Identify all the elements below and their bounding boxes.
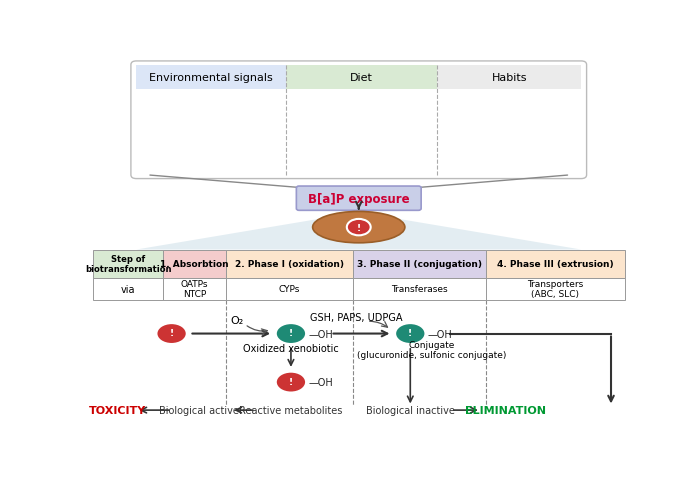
Text: Diet: Diet bbox=[350, 73, 373, 83]
Circle shape bbox=[346, 219, 371, 236]
Text: —OH: —OH bbox=[308, 329, 333, 339]
Text: Transferases: Transferases bbox=[391, 285, 448, 294]
Circle shape bbox=[276, 372, 306, 393]
FancyBboxPatch shape bbox=[296, 187, 421, 211]
Bar bbox=[354, 278, 486, 300]
Text: O₂: O₂ bbox=[230, 316, 244, 326]
Text: 3. Phase II (conjugation): 3. Phase II (conjugation) bbox=[357, 259, 482, 269]
Bar bbox=[163, 250, 226, 278]
Text: 1. Absorbtion: 1. Absorbtion bbox=[160, 259, 229, 269]
Text: !: ! bbox=[408, 329, 412, 338]
Bar bbox=[286, 65, 438, 90]
Text: OATPs
NTCP: OATPs NTCP bbox=[181, 279, 209, 299]
Text: GSH, PAPS, UDPGA: GSH, PAPS, UDPGA bbox=[310, 312, 402, 322]
Text: Transporters
(ABC, SLC): Transporters (ABC, SLC) bbox=[527, 279, 584, 299]
Circle shape bbox=[156, 323, 187, 344]
Circle shape bbox=[276, 323, 306, 344]
FancyBboxPatch shape bbox=[131, 62, 587, 179]
Text: !: ! bbox=[289, 377, 293, 386]
Bar bbox=[93, 278, 163, 300]
Bar bbox=[136, 65, 286, 90]
Bar bbox=[93, 250, 163, 278]
Text: Conjugate
(glucuronide, sulfonic conjugate): Conjugate (glucuronide, sulfonic conjuga… bbox=[357, 340, 507, 359]
Text: !: ! bbox=[357, 223, 360, 232]
Bar bbox=[163, 278, 226, 300]
Text: !: ! bbox=[169, 329, 174, 338]
Text: Biological inactive: Biological inactive bbox=[366, 405, 455, 415]
Text: via: via bbox=[121, 284, 135, 294]
Text: Reactive metabolites: Reactive metabolites bbox=[239, 405, 342, 415]
Bar bbox=[354, 250, 486, 278]
Ellipse shape bbox=[313, 212, 405, 243]
Bar bbox=[438, 65, 581, 90]
Text: !: ! bbox=[289, 329, 293, 338]
Text: 4. Phase III (extrusion): 4. Phase III (extrusion) bbox=[497, 259, 614, 269]
Bar bbox=[486, 278, 624, 300]
Text: TOXICITY: TOXICITY bbox=[89, 405, 146, 415]
Text: —OH: —OH bbox=[428, 329, 452, 339]
Circle shape bbox=[395, 323, 426, 344]
Text: Environmental signals: Environmental signals bbox=[149, 73, 273, 83]
Bar bbox=[486, 250, 624, 278]
Text: Habits: Habits bbox=[491, 73, 527, 83]
Text: Step of
biotransformation: Step of biotransformation bbox=[85, 254, 172, 273]
Bar bbox=[226, 250, 354, 278]
Text: 2. Phase I (oxidation): 2. Phase I (oxidation) bbox=[235, 259, 344, 269]
Bar bbox=[226, 278, 354, 300]
Text: Biological active: Biological active bbox=[159, 405, 239, 415]
Text: ELIMINATION: ELIMINATION bbox=[465, 405, 546, 415]
Text: CYPs: CYPs bbox=[279, 285, 300, 294]
Text: —OH: —OH bbox=[308, 378, 333, 387]
Polygon shape bbox=[136, 213, 581, 250]
Text: B[a]P exposure: B[a]P exposure bbox=[308, 192, 410, 205]
Text: Oxidized xenobiotic: Oxidized xenobiotic bbox=[243, 343, 339, 353]
